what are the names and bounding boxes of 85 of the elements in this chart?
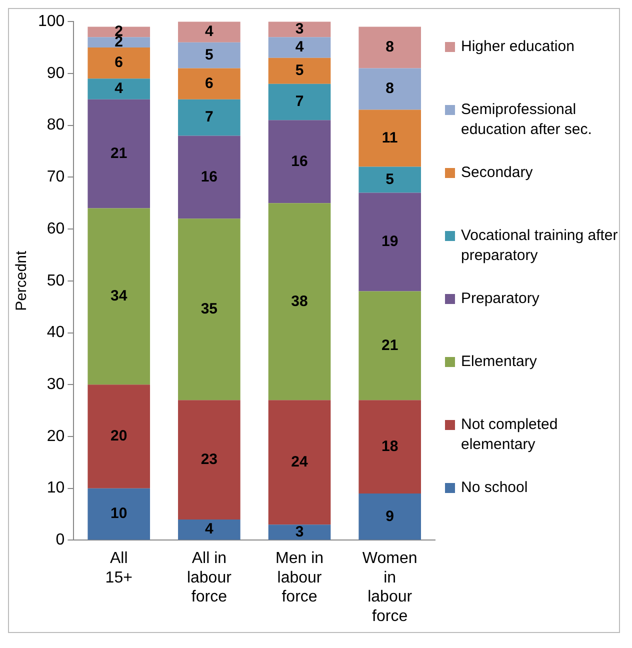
data-label: 3 [295,523,304,540]
data-label: 24 [291,454,309,471]
data-label: 16 [200,168,218,186]
bar [268,120,331,204]
x-tick-label: Men in labour force [275,550,324,606]
bar [88,99,150,208]
legend-label: Vocational training after preparatory [461,226,619,266]
bar [358,166,421,193]
y-axis-title: Percednt [13,250,30,311]
y-tick-label: 0 [56,532,65,549]
bar [268,84,331,120]
bar [268,524,331,540]
data-label: 19 [381,233,398,250]
data-label: 9 [386,508,394,525]
x-tick-label: All in labour force [186,550,232,606]
legend-label: Preparatory [461,289,540,309]
data-label: 34 [110,288,128,305]
data-label: 7 [205,108,214,126]
bar [88,48,150,79]
bar [88,208,150,385]
x-tick-label: Women in labour force [362,550,418,625]
bar [178,218,240,400]
bar [178,99,240,136]
bar [178,68,240,100]
bar [268,58,331,84]
y-tick-label: 80 [46,116,65,134]
bar [268,203,331,400]
y-tick-label: 90 [46,64,65,82]
bar [88,37,150,48]
y-tick-label: 30 [46,376,65,394]
bar [358,192,421,292]
bar [178,136,240,219]
data-label: 23 [200,450,218,468]
data-label: 21 [110,144,128,162]
data-label: 35 [200,300,218,318]
y-tick-label: 10 [46,480,65,497]
bar [358,494,421,540]
bar [88,384,150,488]
data-label: 6 [114,54,124,72]
bar [358,110,421,167]
bar [268,400,331,525]
data-label: 4 [205,23,214,40]
bar [358,68,421,110]
legend-label: Secondary [461,163,533,183]
data-label: 4 [205,520,214,538]
bar [178,519,240,540]
data-label: 7 [295,93,304,110]
bar [178,22,240,42]
data-label: 5 [386,170,394,188]
data-label: 16 [291,152,308,170]
y-tick-label: 40 [46,324,65,342]
data-label: 38 [291,292,308,310]
data-label: 18 [381,438,398,455]
bar [268,22,331,38]
bar [88,488,150,540]
data-label: 5 [295,62,304,80]
data-label: 11 [382,129,398,146]
y-tick-label: 70 [46,168,65,186]
y-tick-label: 20 [46,428,65,445]
data-label: 5 [205,46,214,64]
legend-label: Higher education [461,37,574,57]
data-label: 10 [110,505,128,522]
legend-label: Not completed elementary [461,415,559,455]
bar [178,400,240,520]
legend-label: No school [461,478,528,498]
data-label: 8 [386,38,394,56]
bar [358,26,421,68]
data-label: 3 [295,20,304,38]
y-tick-label: 100 [38,13,65,30]
bar [88,78,150,100]
data-label: 20 [110,428,128,445]
x-tick-label: All 15+ [105,550,132,586]
legend-label: Semiprofessional education after sec. [461,100,593,140]
bar [358,291,421,400]
y-tick-label: 60 [46,220,65,238]
data-label: 8 [386,80,394,98]
data-label: 4 [114,80,124,98]
data-label: 21 [381,336,398,354]
bar [358,400,421,494]
legend-label: Elementary [461,352,537,372]
data-label: 6 [205,74,214,92]
bar [178,42,240,68]
y-tick-label: 50 [46,272,65,290]
data-label: 4 [295,38,304,56]
bar [268,37,331,58]
